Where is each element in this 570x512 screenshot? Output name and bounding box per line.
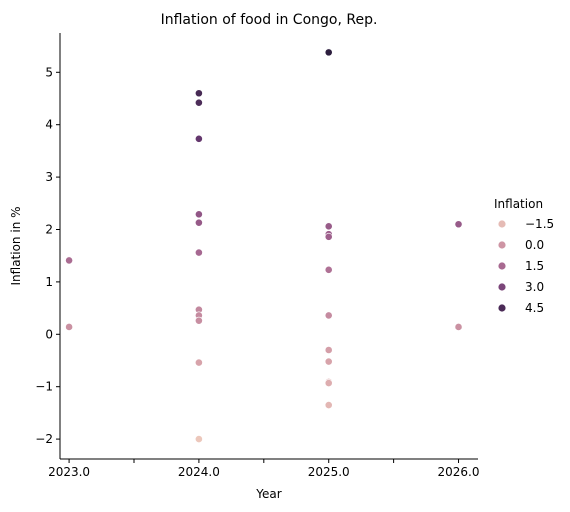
data-point xyxy=(195,218,203,227)
legend-marker xyxy=(498,220,506,228)
data-point xyxy=(195,98,203,107)
legend-label: 3.0 xyxy=(525,280,544,294)
chart-title: Inflation of food in Congo, Rep. xyxy=(161,12,378,28)
y-tick-label: 0 xyxy=(45,327,53,341)
x-tick-label: 2023.0 xyxy=(48,465,90,479)
data-point xyxy=(324,222,333,231)
data-point xyxy=(195,435,203,443)
y-tick-label: 2 xyxy=(45,222,53,236)
y-axis-label: Inflation in % xyxy=(9,206,23,285)
data-point xyxy=(324,311,333,320)
data-point xyxy=(65,323,73,331)
data-point xyxy=(324,401,333,409)
legend-marker xyxy=(498,262,506,270)
data-point xyxy=(324,48,333,57)
x-tick-label: 2024.0 xyxy=(178,465,220,479)
data-point xyxy=(454,323,463,331)
legend-label: 0.0 xyxy=(525,238,544,252)
data-point xyxy=(195,89,203,98)
data-point xyxy=(324,357,333,366)
legend-marker xyxy=(498,283,506,291)
data-point xyxy=(324,346,333,354)
x-axis-label: Year xyxy=(255,487,281,501)
y-tick-label: 4 xyxy=(45,118,53,132)
data-point xyxy=(195,248,203,257)
data-point xyxy=(195,316,203,325)
legend-marker xyxy=(498,304,506,312)
legend-title: Inflation xyxy=(494,197,543,211)
y-tick-label: −1 xyxy=(35,380,53,394)
plot-area: −2 −1 0 1 2 3 4 5 2023.0 2024.0 2025.0 2026.0 xyxy=(35,33,480,479)
data-point xyxy=(324,265,333,274)
legend-label: −1.5 xyxy=(525,217,554,231)
data-point xyxy=(454,220,463,229)
legend-marker xyxy=(498,241,506,249)
x-tick-label: 2026.0 xyxy=(438,465,480,479)
data-point xyxy=(324,232,333,241)
y-tick-label: 5 xyxy=(45,65,53,79)
legend-label: 1.5 xyxy=(525,259,544,273)
legend: Inflation −1.5 0.0 1.5 3.0 4.5 xyxy=(494,197,554,315)
data-point xyxy=(195,210,203,219)
legend-label: 4.5 xyxy=(525,301,544,315)
data-point xyxy=(195,358,203,367)
data-point xyxy=(65,256,73,265)
y-tick-label: −2 xyxy=(35,432,53,446)
data-point xyxy=(324,379,333,387)
x-tick-label: 2025.0 xyxy=(308,465,350,479)
y-tick-label: 3 xyxy=(45,170,53,184)
data-point xyxy=(195,134,203,143)
y-tick-label: 1 xyxy=(45,275,53,289)
